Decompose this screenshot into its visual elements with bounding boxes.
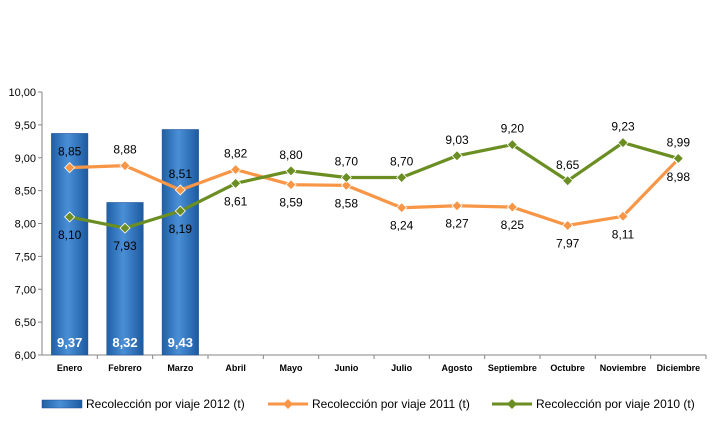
data-point-marker xyxy=(617,210,629,222)
data-point-marker xyxy=(396,202,408,214)
data-label: 8,70 xyxy=(390,154,414,168)
bar-data-label: 9,37 xyxy=(57,335,82,350)
data-label: 8,51 xyxy=(169,167,193,181)
data-label: 8,25 xyxy=(501,218,525,232)
data-point-marker xyxy=(340,171,352,184)
legend-label: Recolección por viaje 2011 (t) xyxy=(312,397,470,411)
y-tick-label: 7,50 xyxy=(15,251,36,263)
y-tick-label: 6,50 xyxy=(15,317,36,329)
data-point-marker xyxy=(672,152,684,164)
data-point-marker xyxy=(451,200,463,212)
x-tick-label: Marzo xyxy=(167,363,194,373)
data-point-marker xyxy=(230,177,242,189)
x-tick-label: Diciembre xyxy=(657,363,701,373)
x-tick-label: Octubre xyxy=(550,363,585,373)
y-tick-label: 10,00 xyxy=(8,87,36,99)
data-label: 7,93 xyxy=(113,239,137,253)
data-point-marker xyxy=(506,139,518,151)
series-line xyxy=(69,141,679,230)
data-label: 8,70 xyxy=(335,154,359,168)
data-point-marker xyxy=(451,150,463,162)
data-label: 9,20 xyxy=(501,122,525,136)
data-label: 8,11 xyxy=(612,227,635,241)
data-label: 8,19 xyxy=(169,222,193,236)
y-tick-label: 6,00 xyxy=(15,350,36,362)
y-tick-label: 8,00 xyxy=(15,219,36,231)
data-point-marker xyxy=(562,175,574,187)
data-point-marker xyxy=(340,179,352,191)
y-tick-label: 9,50 xyxy=(15,120,36,132)
data-point-marker xyxy=(64,162,76,174)
x-tick-label: Enero xyxy=(57,363,83,373)
legend-swatch-bar xyxy=(41,399,83,409)
data-point-marker xyxy=(119,160,131,172)
x-tick-label: Junio xyxy=(334,363,359,373)
data-label: 8,99 xyxy=(667,135,691,149)
y-tick-label: 7,00 xyxy=(15,284,36,296)
data-label: 9,23 xyxy=(611,120,635,134)
x-tick-label: Septiembre xyxy=(488,363,537,373)
data-label: 7,97 xyxy=(556,236,580,250)
data-point-marker xyxy=(285,179,297,191)
data-label: 8,88 xyxy=(113,143,137,157)
data-label: 8,10 xyxy=(58,228,82,242)
x-tick-label: Agosto xyxy=(442,363,473,373)
data-label: 8,24 xyxy=(390,219,414,233)
data-point-marker xyxy=(174,184,186,196)
legend-marker xyxy=(283,399,293,409)
legend-label: Recolección por viaje 2012 (t) xyxy=(86,397,245,411)
x-tick-label: Julio xyxy=(391,363,413,373)
data-label: 8,80 xyxy=(279,148,303,162)
data-point-marker xyxy=(506,201,518,213)
x-tick-label: Febrero xyxy=(108,363,142,373)
data-label: 8,59 xyxy=(279,196,303,210)
y-tick-label: 9,00 xyxy=(15,153,36,165)
bar-data-label: 9,43 xyxy=(168,335,193,350)
data-point-marker xyxy=(396,171,408,184)
data-label: 8,58 xyxy=(335,196,359,210)
data-label: 8,85 xyxy=(58,145,82,159)
legend-marker xyxy=(507,399,517,409)
data-label: 8,27 xyxy=(445,217,469,231)
bar-data-label: 8,32 xyxy=(112,335,137,350)
data-label: 8,82 xyxy=(224,147,248,161)
x-tick-label: Mayo xyxy=(279,363,303,373)
legend-label: Recolección por viaje 2010 (t) xyxy=(536,397,695,411)
data-point-marker xyxy=(285,165,297,177)
y-tick-label: 8,50 xyxy=(15,186,36,198)
data-label: 8,61 xyxy=(224,194,248,208)
data-label: 8,98 xyxy=(667,170,691,184)
x-tick-label: Noviembre xyxy=(600,363,647,373)
bar xyxy=(161,129,199,356)
data-point-marker xyxy=(617,137,629,149)
data-point-marker xyxy=(562,219,574,232)
data-point-marker xyxy=(64,211,76,223)
x-tick-label: Abril xyxy=(225,363,246,373)
data-point-marker xyxy=(230,164,242,176)
data-label: 9,03 xyxy=(445,133,469,147)
series-line xyxy=(69,157,680,228)
data-point-marker xyxy=(119,222,131,234)
data-point-marker xyxy=(174,205,186,217)
data-label: 8,65 xyxy=(556,158,580,172)
